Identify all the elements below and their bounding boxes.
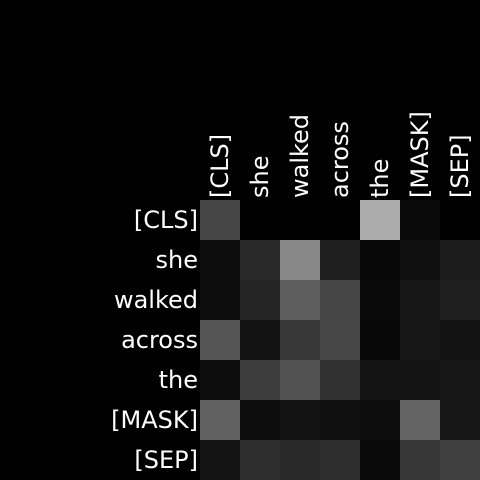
- row-tick-labels: [CLS] she walked across the [MASK] [SEP]: [111, 206, 198, 474]
- row-tick-label: across: [121, 326, 198, 354]
- heatmap-cells: [200, 200, 480, 480]
- heatmap-cell-r6-c6: [440, 440, 480, 480]
- heatmap-cell-r3-c4: [360, 320, 400, 360]
- heatmap-cell-r4-c6: [440, 360, 480, 400]
- heatmap-cell-r5-c2: [280, 400, 320, 440]
- heatmap-cell-r1-c5: [400, 240, 440, 280]
- heatmap-cell-r3-c0: [200, 320, 240, 360]
- heatmap-cell-r6-c0: [200, 440, 240, 480]
- heatmap-cell-r6-c1: [240, 440, 280, 480]
- heatmap-cell-r1-c0: [200, 240, 240, 280]
- heatmap-cell-r2-c4: [360, 280, 400, 320]
- column-tick-label: she: [246, 156, 274, 198]
- heatmap-cell-r1-c2: [280, 240, 320, 280]
- heatmap-cell-r1-c3: [320, 240, 360, 280]
- heatmap-cell-r6-c2: [280, 440, 320, 480]
- heatmap-cell-r6-c5: [400, 440, 440, 480]
- heatmap-cell-r6-c3: [320, 440, 360, 480]
- heatmap-cell-r3-c3: [320, 320, 360, 360]
- column-tick-label: across: [326, 121, 354, 198]
- heatmap-cell-r0-c3: [320, 200, 360, 240]
- heatmap-cell-r0-c2: [280, 200, 320, 240]
- heatmap-cell-r2-c5: [400, 280, 440, 320]
- heatmap-cell-r1-c1: [240, 240, 280, 280]
- heatmap-cell-r2-c2: [280, 280, 320, 320]
- heatmap-cell-r3-c6: [440, 320, 480, 360]
- heatmap-cell-r0-c4: [360, 200, 400, 240]
- column-tick-label: walked: [286, 114, 314, 198]
- heatmap-cell-r5-c6: [440, 400, 480, 440]
- heatmap-cell-r0-c0: [200, 200, 240, 240]
- heatmap-cell-r3-c5: [400, 320, 440, 360]
- row-tick-label: [SEP]: [134, 446, 198, 474]
- heatmap-cell-r0-c1: [240, 200, 280, 240]
- heatmap-cell-r5-c3: [320, 400, 360, 440]
- heatmap-cell-r3-c1: [240, 320, 280, 360]
- heatmap-cell-r6-c4: [360, 440, 400, 480]
- heatmap-cell-r4-c0: [200, 360, 240, 400]
- column-tick-label: [MASK]: [406, 111, 434, 198]
- heatmap-cell-r4-c4: [360, 360, 400, 400]
- heatmap-cell-r4-c3: [320, 360, 360, 400]
- row-tick-label: she: [156, 246, 198, 274]
- heatmap-cell-r5-c0: [200, 400, 240, 440]
- row-tick-label: walked: [114, 286, 198, 314]
- heatmap-cell-r4-c5: [400, 360, 440, 400]
- row-tick-label: [MASK]: [111, 406, 198, 434]
- column-tick-label: [CLS]: [206, 134, 234, 198]
- heatmap-cell-r1-c4: [360, 240, 400, 280]
- row-tick-label: [CLS]: [134, 206, 198, 234]
- heatmap-cell-r5-c4: [360, 400, 400, 440]
- heatmap-cell-r4-c2: [280, 360, 320, 400]
- heatmap-cell-r5-c1: [240, 400, 280, 440]
- column-tick-label: the: [366, 159, 394, 198]
- column-tick-labels: [CLS] she walked across the [MASK] [SEP]: [206, 111, 474, 198]
- row-tick-label: the: [159, 366, 198, 394]
- heatmap-cell-r2-c1: [240, 280, 280, 320]
- heatmap-cell-r2-c0: [200, 280, 240, 320]
- heatmap-cell-r5-c5: [400, 400, 440, 440]
- heatmap-cell-r4-c1: [240, 360, 280, 400]
- heatmap-cell-r0-c6: [440, 200, 480, 240]
- heatmap-cell-r2-c6: [440, 280, 480, 320]
- heatmap-cell-r1-c6: [440, 240, 480, 280]
- heatmap-cell-r3-c2: [280, 320, 320, 360]
- heatmap-cell-r2-c3: [320, 280, 360, 320]
- column-tick-label: [SEP]: [446, 134, 474, 198]
- heatmap-cell-r0-c5: [400, 200, 440, 240]
